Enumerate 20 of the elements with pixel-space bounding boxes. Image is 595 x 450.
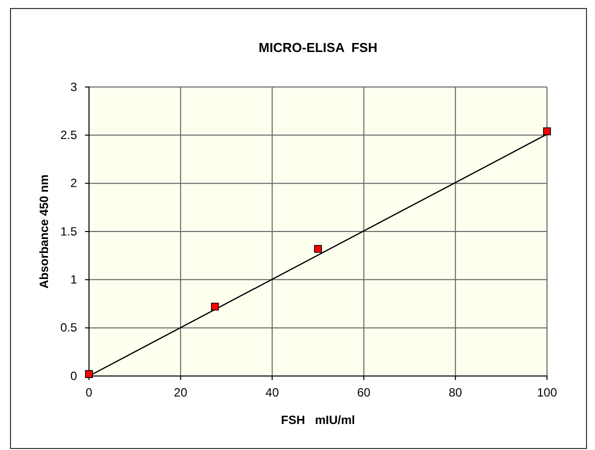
y-tick-label: 2.5: [60, 128, 78, 142]
y-tick-label: 0.5: [60, 320, 78, 335]
point: [543, 127, 551, 136]
point: [85, 370, 93, 378]
y-tick-label: 3: [70, 80, 78, 94]
y-tick-label: 1.5: [60, 224, 78, 238]
x-tick-label: 100: [536, 386, 558, 400]
y-tick-label: 1: [70, 272, 78, 287]
point: [314, 244, 322, 253]
y-tick-label: 0: [70, 368, 78, 383]
x-tick-label: 80: [448, 386, 462, 400]
point: [211, 302, 219, 311]
x-tick-label: 40: [266, 386, 280, 400]
y-tick-label: 2: [70, 176, 78, 190]
x-axis-title: FSH mIU/ml: [280, 413, 356, 427]
x-tick-label: 0: [86, 386, 93, 400]
y-axis-title: Absorbance 450 nm: [37, 174, 51, 289]
x-tick-label: 20: [174, 386, 188, 400]
x-tick-label: 60: [357, 386, 371, 400]
chart-title: MICRO-ELISA FSH: [258, 40, 378, 55]
